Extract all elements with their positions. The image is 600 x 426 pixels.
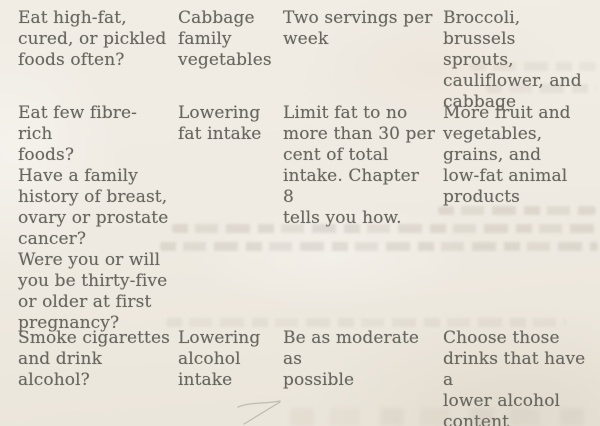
bleedthrough-text-smudge bbox=[438, 206, 596, 215]
dietary-change-cell: Lowering fat intake bbox=[178, 103, 262, 144]
dietary-change-cell: Cabbage family vegetables bbox=[178, 8, 272, 70]
amount-cell: Two servings per week bbox=[283, 8, 433, 49]
amount-cell: Be as moderate as possible bbox=[283, 328, 420, 390]
examples-cell: More fruit and vegetables, grains, and l… bbox=[443, 103, 571, 207]
pencil-mark bbox=[237, 400, 281, 425]
question-cell: Eat high-fat, cured, or pickled foods of… bbox=[18, 8, 167, 70]
bleedthrough-text-smudge bbox=[160, 242, 598, 251]
question-cell: Smoke cigarettes and drink alcohol? bbox=[18, 328, 170, 390]
bleedthrough-text-smudge bbox=[470, 62, 596, 71]
bleedthrough-text-smudge bbox=[172, 224, 596, 233]
examples-cell: Broccoli, brussels sprouts, cauliflower,… bbox=[443, 8, 582, 112]
dietary-change-cell: Lowering alcohol intake bbox=[178, 328, 261, 390]
bleedthrough-smudge bbox=[290, 408, 600, 426]
question-cell: Eat few fibre-rich foods? Have a family … bbox=[18, 103, 169, 333]
amount-cell: Limit fat to no more than 30 per cent of… bbox=[283, 103, 435, 228]
examples-cell: Choose those drinks that have a lower al… bbox=[443, 328, 586, 426]
bleedthrough-text-smudge bbox=[166, 318, 566, 327]
bleedthrough-text-smudge bbox=[486, 84, 596, 93]
